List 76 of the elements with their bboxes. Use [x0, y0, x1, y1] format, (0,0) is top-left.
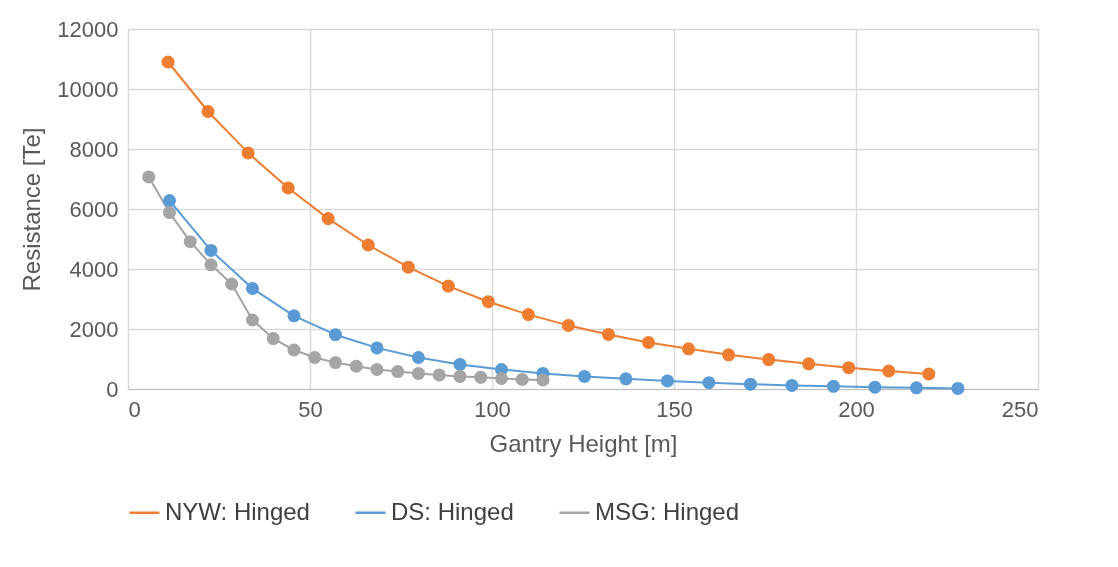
point — [762, 353, 776, 367]
point — [321, 212, 335, 226]
point — [401, 260, 415, 274]
point — [411, 350, 425, 365]
point — [281, 181, 295, 195]
point — [204, 243, 218, 257]
point — [370, 362, 384, 377]
point — [453, 369, 467, 383]
y-tick-label: 0 — [106, 376, 119, 402]
point — [577, 369, 591, 383]
point — [161, 55, 175, 69]
legend-label: MSG: Hinged — [595, 497, 740, 525]
point — [561, 318, 575, 332]
point — [241, 146, 255, 160]
x-tick-label: 150 — [656, 396, 693, 422]
point — [682, 342, 696, 356]
x-tick-label: 200 — [838, 396, 875, 422]
point — [743, 377, 757, 391]
x-tick-label: 50 — [298, 396, 323, 422]
point — [922, 367, 936, 381]
point — [162, 194, 177, 208]
y-axis-title: Resistance [Te] — [18, 127, 46, 292]
point — [785, 378, 799, 392]
point — [882, 364, 896, 378]
point — [162, 206, 177, 220]
point — [349, 359, 363, 373]
point — [601, 327, 615, 341]
point — [361, 238, 375, 252]
point — [201, 104, 215, 119]
point — [868, 380, 882, 394]
x-tick-label: 100 — [474, 396, 511, 422]
point — [432, 368, 446, 382]
point — [308, 350, 322, 365]
point — [183, 235, 197, 249]
point — [494, 371, 508, 386]
point — [642, 335, 656, 350]
y-tick-label: 2000 — [69, 316, 119, 342]
point — [287, 343, 301, 357]
y-tick-label: 8000 — [69, 136, 119, 162]
x-tick-label: 0 — [128, 396, 141, 422]
point — [245, 313, 260, 327]
point — [802, 357, 816, 371]
point — [225, 277, 239, 291]
point — [660, 374, 674, 388]
y-tick-label: 12000 — [57, 16, 119, 42]
point — [619, 372, 633, 386]
point — [702, 376, 716, 390]
point — [453, 357, 467, 371]
x-tick-label: 250 — [1001, 396, 1039, 422]
point — [328, 356, 342, 370]
point — [441, 279, 455, 293]
y-tick-label: 4000 — [69, 256, 119, 282]
point — [521, 308, 535, 322]
point — [474, 370, 488, 384]
point — [370, 341, 384, 355]
point — [536, 373, 550, 387]
point — [287, 309, 301, 323]
legend-label: DS: Hinged — [391, 497, 514, 525]
point — [951, 381, 965, 395]
y-tick-label: 6000 — [69, 196, 119, 222]
point — [245, 281, 260, 296]
point — [266, 332, 280, 346]
point — [142, 170, 156, 184]
point — [826, 379, 840, 393]
point — [909, 381, 923, 395]
point — [328, 328, 342, 342]
point — [842, 361, 856, 375]
y-tick-label: 10000 — [57, 76, 119, 102]
x-axis-title: Gantry Height [m] — [489, 429, 678, 457]
legend-label: NYW: Hinged — [165, 497, 310, 525]
point — [722, 348, 736, 362]
point — [411, 366, 425, 380]
point — [391, 365, 405, 379]
point — [515, 372, 529, 386]
point — [481, 295, 495, 309]
point — [204, 258, 218, 272]
